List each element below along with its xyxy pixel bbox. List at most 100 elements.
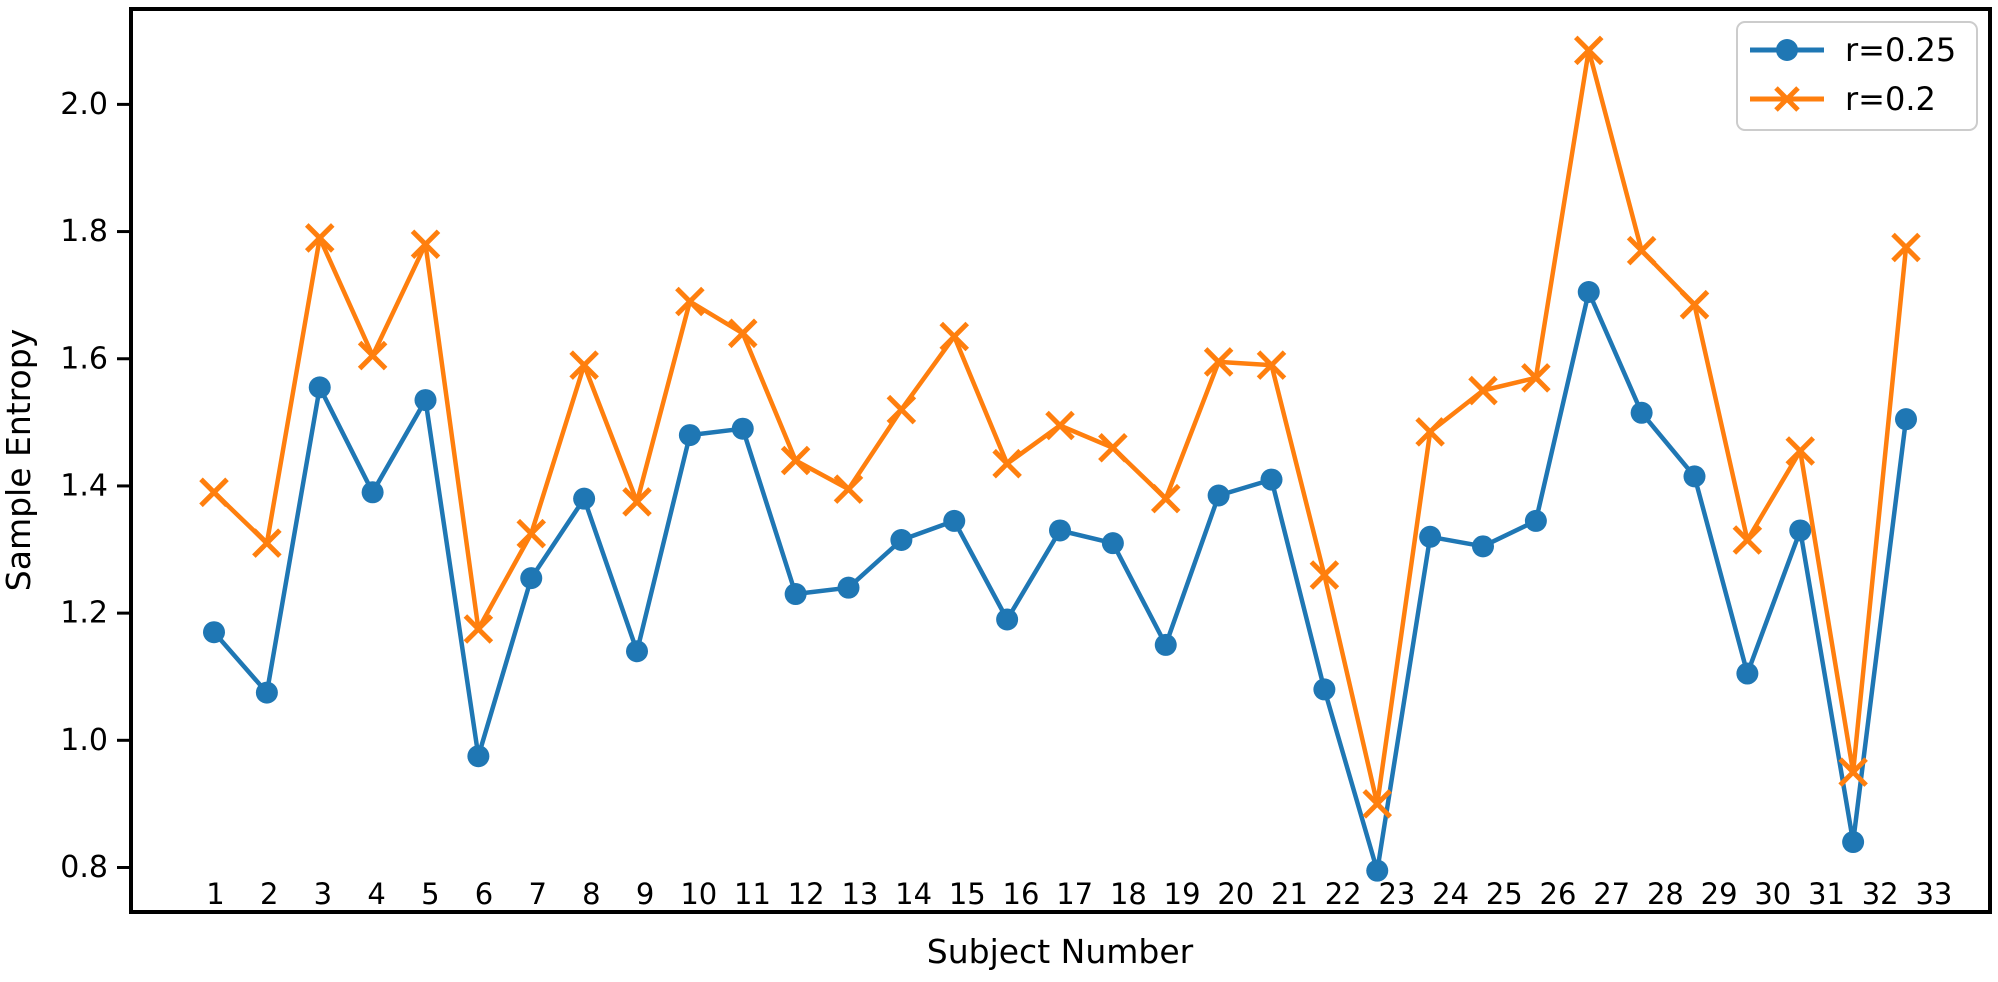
y-axis-ticks: 0.8 1.0 1.2 1.4 1.6 1.8 2.0 — [60, 87, 131, 885]
legend-entry-r02: r=0.2 — [1750, 80, 1936, 118]
x-tick-label: 5 — [421, 877, 439, 911]
x-tick-label: 18 — [1110, 877, 1147, 911]
series-line — [212, 289, 1909, 873]
data-point-marker — [414, 389, 437, 412]
x-tick-label: 15 — [949, 877, 986, 911]
x-tick-label: 28 — [1647, 877, 1684, 911]
data-point-marker — [943, 509, 966, 532]
x-tick-label: 8 — [582, 877, 600, 911]
plot-frame — [129, 7, 1992, 914]
data-point-marker — [1150, 483, 1181, 514]
data-point-marker — [1366, 859, 1389, 882]
data-point-marker — [731, 417, 754, 440]
data-point-marker — [1838, 757, 1868, 787]
data-point-marker — [467, 745, 490, 768]
x-tick-label: 6 — [475, 877, 493, 911]
data-point-marker — [252, 528, 282, 558]
data-point-marker — [255, 681, 278, 704]
y-tick-label: 1.0 — [60, 723, 108, 758]
data-point-marker — [622, 487, 652, 517]
x-tick-label: 32 — [1862, 877, 1899, 911]
y-tick-label: 1.4 — [60, 468, 108, 503]
data-point-marker — [1362, 789, 1393, 819]
data-point-marker — [996, 608, 1019, 631]
data-point-marker — [1732, 525, 1763, 555]
data-point-marker — [1419, 525, 1442, 548]
x-tick-label: 23 — [1378, 877, 1415, 911]
data-point-marker — [1154, 633, 1177, 656]
x-tick-label: 21 — [1271, 877, 1308, 911]
data-point-marker — [304, 223, 335, 253]
y-tick-label: 2.0 — [60, 87, 108, 122]
data-point-marker — [1630, 401, 1653, 424]
data-point-marker — [1309, 560, 1340, 590]
data-point-marker — [784, 583, 807, 606]
legend-label-r025: r=0.25 — [1845, 31, 1956, 69]
data-point-marker — [1679, 289, 1710, 320]
data-point-marker — [1415, 417, 1445, 447]
data-point-marker — [569, 350, 599, 380]
data-point-marker — [308, 376, 331, 399]
y-axis-title: Sample Entropy — [0, 329, 38, 591]
data-point-marker — [357, 340, 388, 371]
data-point-marker — [1573, 35, 1604, 66]
x-tick-label: 20 — [1217, 877, 1254, 911]
x-tick-label: 29 — [1701, 877, 1738, 911]
data-point-marker — [1472, 535, 1494, 558]
data-point-marker — [1256, 350, 1287, 380]
data-point-marker — [1626, 235, 1657, 266]
data-point-marker — [833, 474, 864, 504]
x-tick-label: 25 — [1486, 877, 1523, 911]
data-point-marker — [463, 614, 494, 644]
y-tick-label: 1.2 — [60, 596, 108, 631]
x-tick-label: 7 — [528, 877, 546, 911]
data-point-marker — [1203, 347, 1234, 377]
x-tick-label: 9 — [636, 877, 654, 911]
x-tick-label: 31 — [1808, 877, 1845, 911]
data-point-marker — [886, 394, 917, 425]
x-tick-label: 11 — [734, 877, 771, 911]
data-point-marker — [1101, 532, 1124, 555]
y-tick-label: 1.6 — [60, 341, 108, 376]
data-point-marker — [1842, 831, 1865, 854]
data-point-marker — [1468, 375, 1498, 406]
data-point-marker — [678, 424, 701, 447]
data-point-marker — [516, 518, 547, 549]
data-point-marker — [1260, 468, 1283, 491]
data-point-marker — [675, 286, 705, 317]
x-tick-label: 22 — [1325, 877, 1362, 911]
data-point-marker — [203, 621, 225, 644]
x-axis-title: Subject Number — [927, 932, 1194, 971]
data-point-marker — [727, 318, 758, 349]
x-tick-label: 27 — [1593, 877, 1630, 911]
legend: r=0.25 r=0.2 — [1736, 21, 1978, 131]
data-point-marker — [1524, 509, 1547, 532]
data-point-marker — [1521, 363, 1551, 393]
data-point-marker — [1895, 408, 1917, 431]
legend-label-r02: r=0.2 — [1845, 80, 1936, 118]
x-tick-label: 2 — [260, 877, 278, 911]
series-r0.2 — [199, 35, 1921, 819]
data-point-marker — [1313, 678, 1336, 701]
data-point-marker — [520, 567, 543, 590]
x-tick-label: 4 — [367, 877, 385, 911]
data-point-marker — [626, 640, 648, 663]
x-axis-tick-labels: 1 2 3 4 5 6 7 8 9 10 11 12 13 14 15 16 17 18 19 20 21 22 23 24 2… — [206, 877, 1952, 911]
x-tick-label: 30 — [1754, 877, 1791, 911]
data-point-marker — [1045, 410, 1075, 441]
x-tick-label: 14 — [895, 877, 932, 911]
x-tick-label: 16 — [1003, 877, 1040, 911]
data-series — [199, 35, 1921, 882]
data-point-marker — [199, 477, 229, 508]
y-tick-label: 0.8 — [60, 850, 108, 885]
data-point-marker — [1098, 433, 1128, 463]
legend-entry-r025: r=0.25 — [1750, 31, 1956, 69]
x-tick-label: 12 — [788, 877, 825, 911]
data-point-marker — [1683, 465, 1706, 488]
x-tick-label: 13 — [841, 877, 878, 911]
data-point-marker — [361, 481, 384, 504]
x-tick-label: 3 — [314, 877, 332, 911]
legend-x-marker-icon — [1774, 86, 1800, 112]
data-point-marker — [992, 448, 1022, 479]
